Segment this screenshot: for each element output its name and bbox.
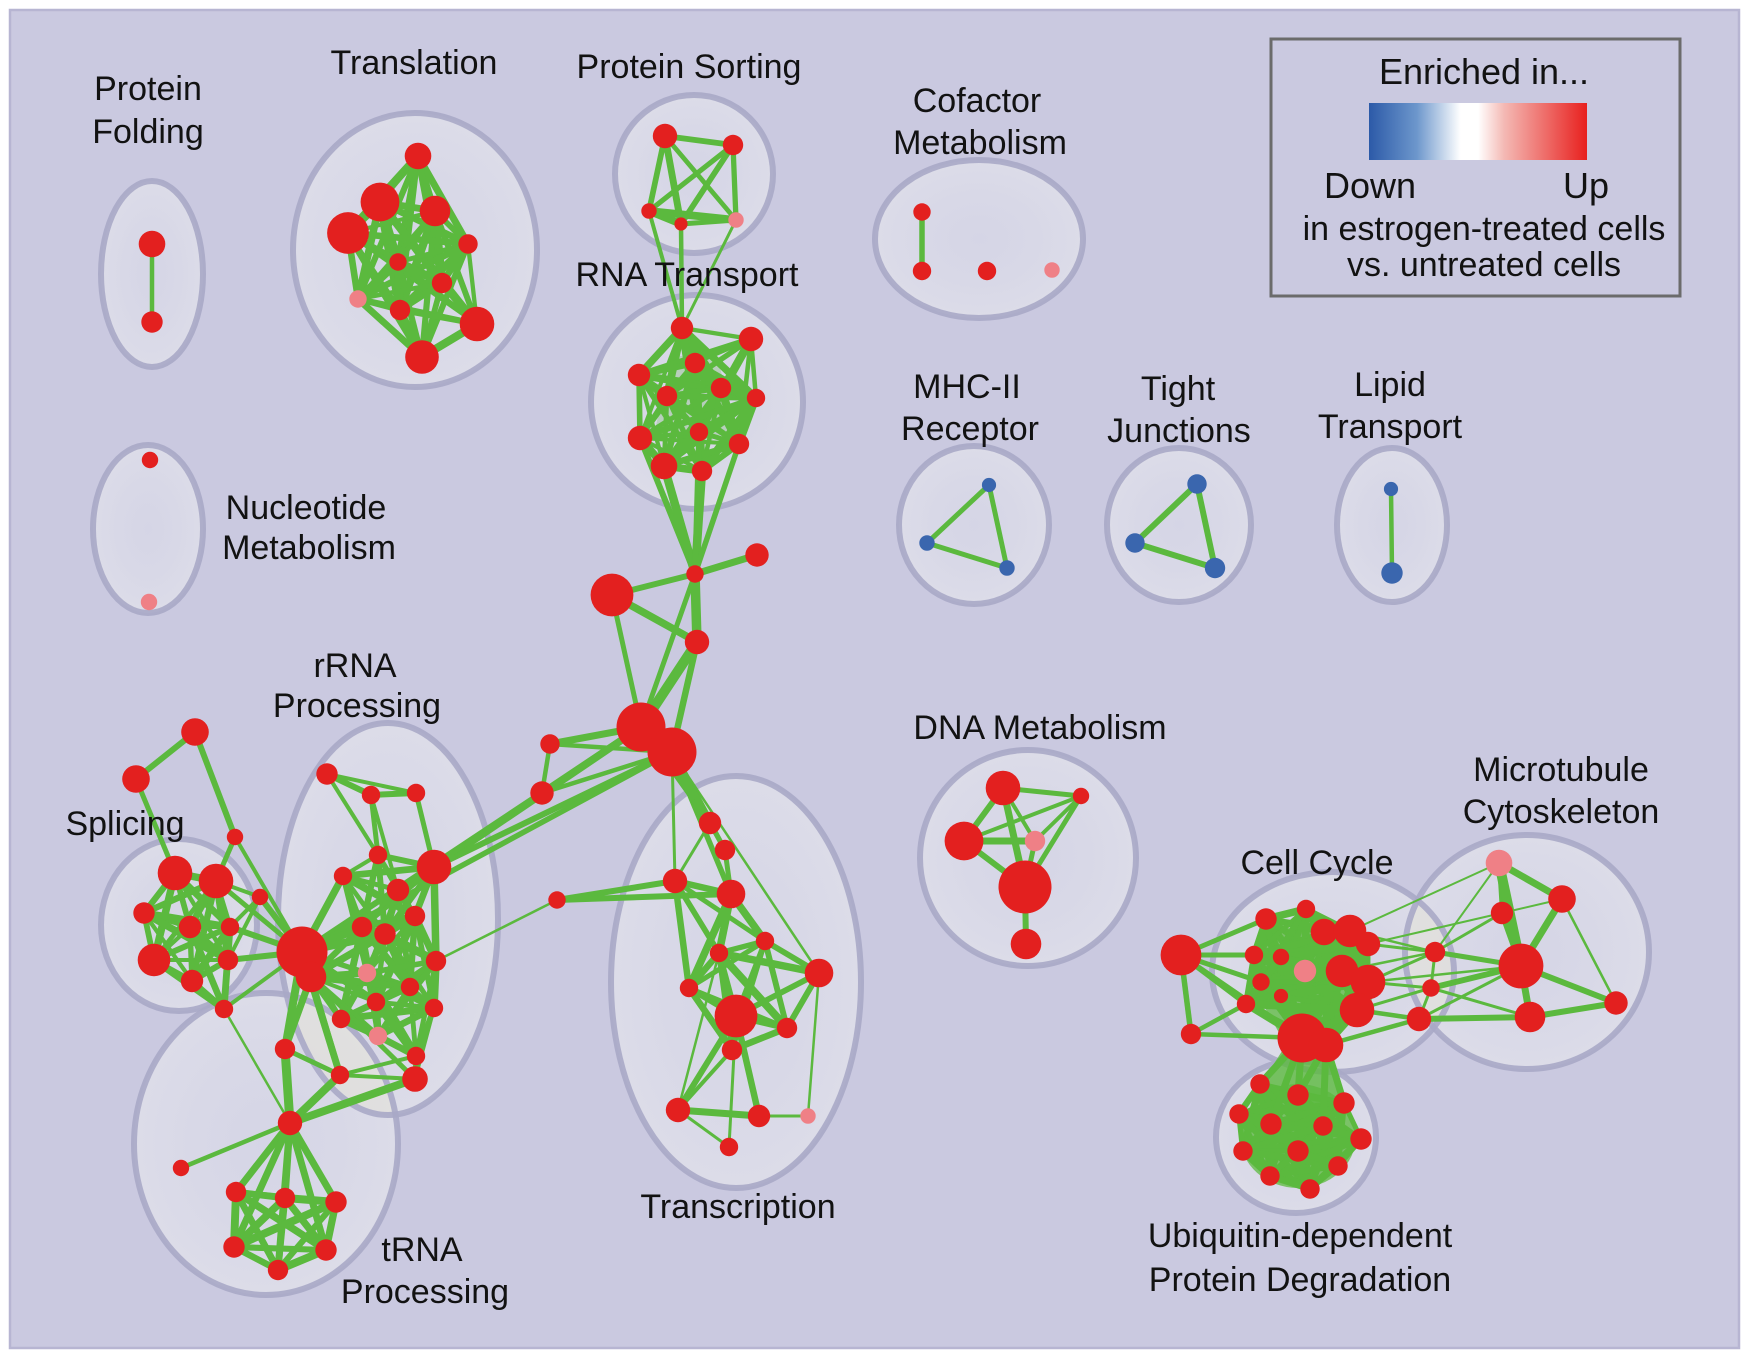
svg-text:Processing: Processing — [273, 687, 441, 725]
svg-text:Receptor: Receptor — [901, 410, 1039, 448]
svg-text:Down: Down — [1324, 165, 1416, 206]
svg-text:Tight: Tight — [1141, 370, 1216, 408]
svg-text:Splicing: Splicing — [65, 805, 184, 843]
svg-text:Protein: Protein — [94, 70, 202, 108]
svg-text:Enriched in...: Enriched in... — [1379, 51, 1589, 92]
svg-text:in estrogen-treated cells: in estrogen-treated cells — [1303, 210, 1666, 248]
svg-text:Translation: Translation — [331, 44, 498, 82]
svg-text:Transcription: Transcription — [640, 1188, 835, 1226]
svg-text:rRNA: rRNA — [313, 647, 396, 685]
svg-text:Protein Sorting: Protein Sorting — [577, 48, 802, 86]
svg-text:vs. untreated cells: vs. untreated cells — [1347, 246, 1621, 284]
svg-text:Processing: Processing — [341, 1273, 509, 1311]
svg-text:MHC-II: MHC-II — [913, 368, 1021, 406]
svg-text:Cell Cycle: Cell Cycle — [1240, 844, 1393, 882]
svg-text:Nucleotide: Nucleotide — [226, 489, 387, 527]
svg-text:Cofactor: Cofactor — [913, 82, 1042, 120]
svg-text:tRNA: tRNA — [381, 1231, 463, 1269]
svg-text:Metabolism: Metabolism — [893, 124, 1067, 162]
svg-text:Microtubule: Microtubule — [1473, 751, 1649, 789]
svg-text:Cytoskeleton: Cytoskeleton — [1463, 793, 1660, 831]
svg-text:Up: Up — [1563, 165, 1609, 206]
svg-text:Protein Degradation: Protein Degradation — [1149, 1261, 1451, 1299]
svg-text:DNA Metabolism: DNA Metabolism — [913, 709, 1166, 747]
svg-text:Lipid: Lipid — [1354, 366, 1426, 404]
svg-text:RNA Transport: RNA Transport — [576, 256, 800, 294]
svg-text:Junctions: Junctions — [1107, 412, 1251, 450]
svg-text:Transport: Transport — [1318, 408, 1463, 446]
svg-text:Metabolism: Metabolism — [222, 529, 396, 567]
svg-text:Folding: Folding — [92, 113, 204, 151]
svg-text:Ubiquitin-dependent: Ubiquitin-dependent — [1148, 1217, 1453, 1255]
